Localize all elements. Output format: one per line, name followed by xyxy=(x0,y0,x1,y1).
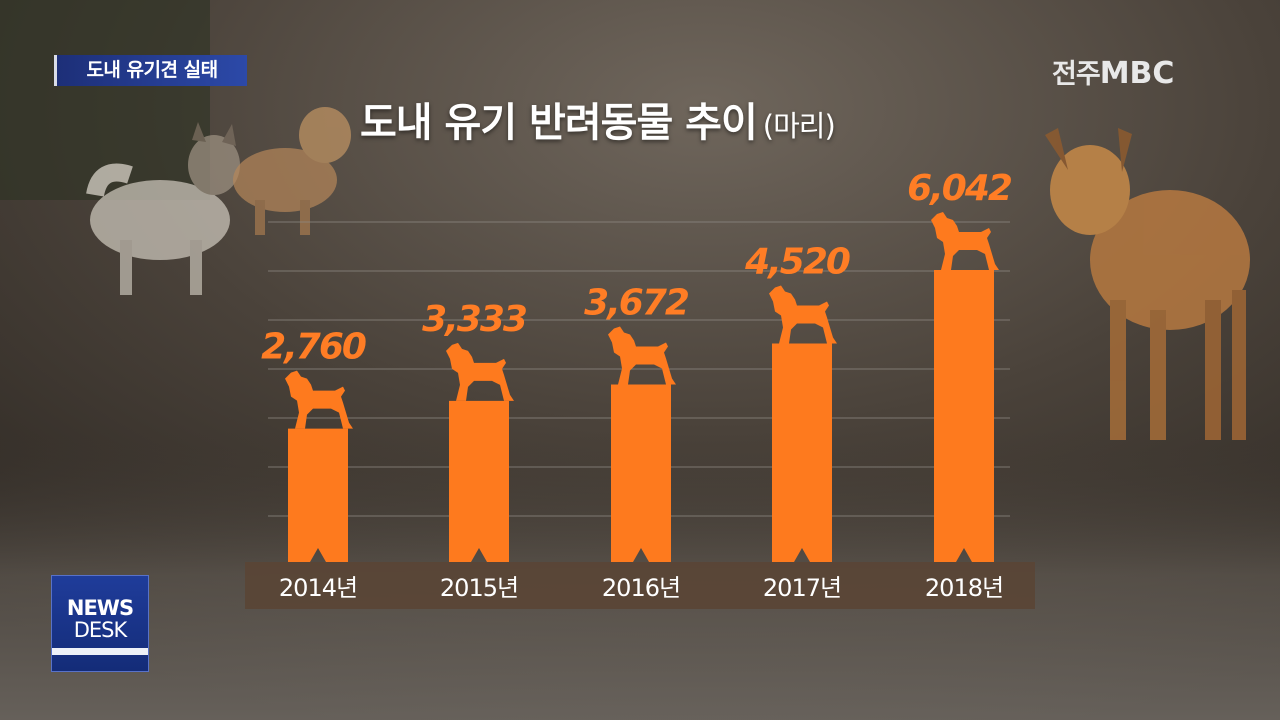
category-label: 2016년 xyxy=(602,574,680,602)
broadcaster-logo: 전주MBC xyxy=(1052,52,1174,91)
chart-title-main: 도내 유기 반려동물 추이 xyxy=(360,100,758,146)
newsdesk-line2: DESK xyxy=(73,618,128,642)
dog-silhouette-shape xyxy=(769,285,837,344)
newsdesk-logo: NEWS DESK xyxy=(51,575,149,672)
value-label: 3,672 xyxy=(584,283,689,324)
dog-silhouette-icon xyxy=(608,326,676,385)
value-label: 6,042 xyxy=(907,168,1012,209)
bar-2016년 xyxy=(611,384,671,562)
bar-2014년 xyxy=(288,428,348,562)
category-label: 2014년 xyxy=(279,574,357,602)
value-label: 3,333 xyxy=(422,299,526,340)
value-label: 2,760 xyxy=(261,327,366,368)
news-caption: 도내 유기견 실태 xyxy=(54,55,247,86)
dog-silhouette-shape xyxy=(608,326,676,385)
dog-silhouette-icon xyxy=(769,285,837,344)
bar-2018년 xyxy=(934,270,994,562)
dog-silhouette-icon xyxy=(446,342,514,401)
chart-title-unit: (마리) xyxy=(762,109,836,143)
category-label: 2017년 xyxy=(763,574,841,602)
bar-2015년 xyxy=(449,400,509,562)
dog-silhouette-icon xyxy=(285,370,353,429)
husky-dog-photo xyxy=(86,122,240,295)
dog-silhouette-icon xyxy=(931,212,999,270)
brown-dog-photo xyxy=(1045,128,1250,440)
dog-silhouette-shape xyxy=(446,342,514,401)
dog-silhouette-shape xyxy=(285,370,353,429)
value-label: 4,520 xyxy=(744,242,850,283)
logo-brand: MBC xyxy=(1099,56,1175,91)
category-label: 2015년 xyxy=(440,574,518,602)
yellow-dog-photo xyxy=(233,107,351,235)
category-label: 2018년 xyxy=(925,574,1003,602)
chart-title: 도내 유기 반려동물 추이 (마리) xyxy=(360,90,836,148)
newsdesk-line1: NEWS xyxy=(66,596,134,620)
x-axis-band xyxy=(245,562,1035,609)
logo-prefix: 전주 xyxy=(1052,59,1101,90)
newsdesk-underline xyxy=(52,648,148,655)
bar-2017년 xyxy=(772,343,832,562)
dog-silhouette-shape xyxy=(931,212,999,270)
